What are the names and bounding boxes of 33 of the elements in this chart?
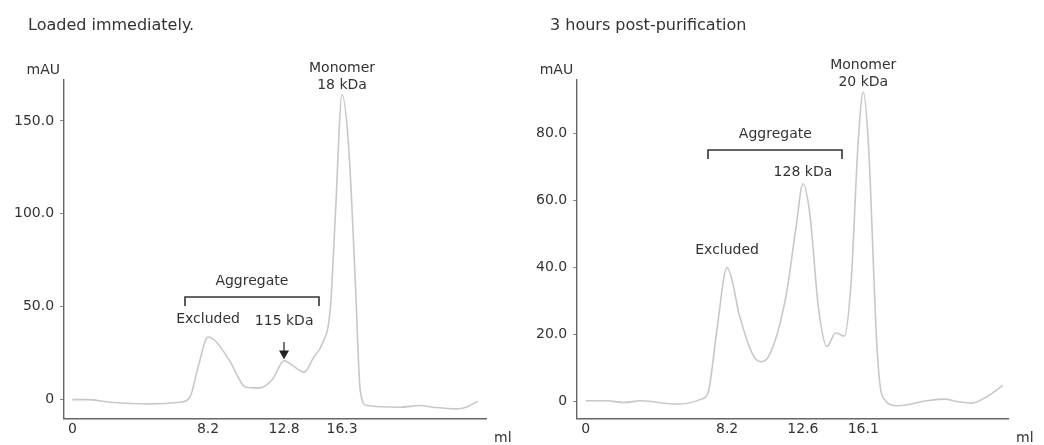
y-axis-title: mAU [539,61,574,77]
annotation: 115 kDa [254,311,314,328]
x-tick-label: 8.2 [715,420,739,437]
x-tick-label: 0 [581,420,591,437]
y-tick-label: 0 [45,390,55,407]
annotation: Excluded [176,309,240,326]
y-tick-label: 60.0 [536,191,568,208]
y-tick-label: 150.0 [13,111,55,128]
annotation: Aggregate [738,125,812,142]
y-tick-label: 50.0 [22,297,55,314]
annotation: 128 kDa [773,162,833,179]
x-tick-label: 8.2 [196,420,220,437]
y-tick-label: 20.0 [536,325,568,342]
chart-title: Loaded immediately. [28,15,195,34]
y-tick-label: 40.0 [536,258,568,275]
x-axis-title: ml [1016,429,1034,445]
chart-title: 3 hours post-purification [550,15,747,34]
x-axis-title: ml [494,429,512,445]
x-tick-label: 16.1 [847,420,879,437]
x-tick-label: 12.6 [787,420,819,437]
line-series [71,94,479,410]
x-tick-label: 16.3 [326,420,358,437]
annotation: Excluded [695,240,759,257]
annotation: Monomer 18 kDa [309,58,376,92]
annotation: Aggregate [215,272,289,289]
annotation: Monomer 20 kDa [830,56,897,90]
x-tick-label: 0 [67,420,77,437]
x-tick-label: 12.8 [268,420,300,437]
line-series [584,91,1004,407]
y-tick-label: 0 [558,392,568,409]
y-axis-title: mAU [26,61,61,77]
y-tick-label: 80.0 [536,124,568,141]
y-tick-label: 100.0 [13,204,55,221]
